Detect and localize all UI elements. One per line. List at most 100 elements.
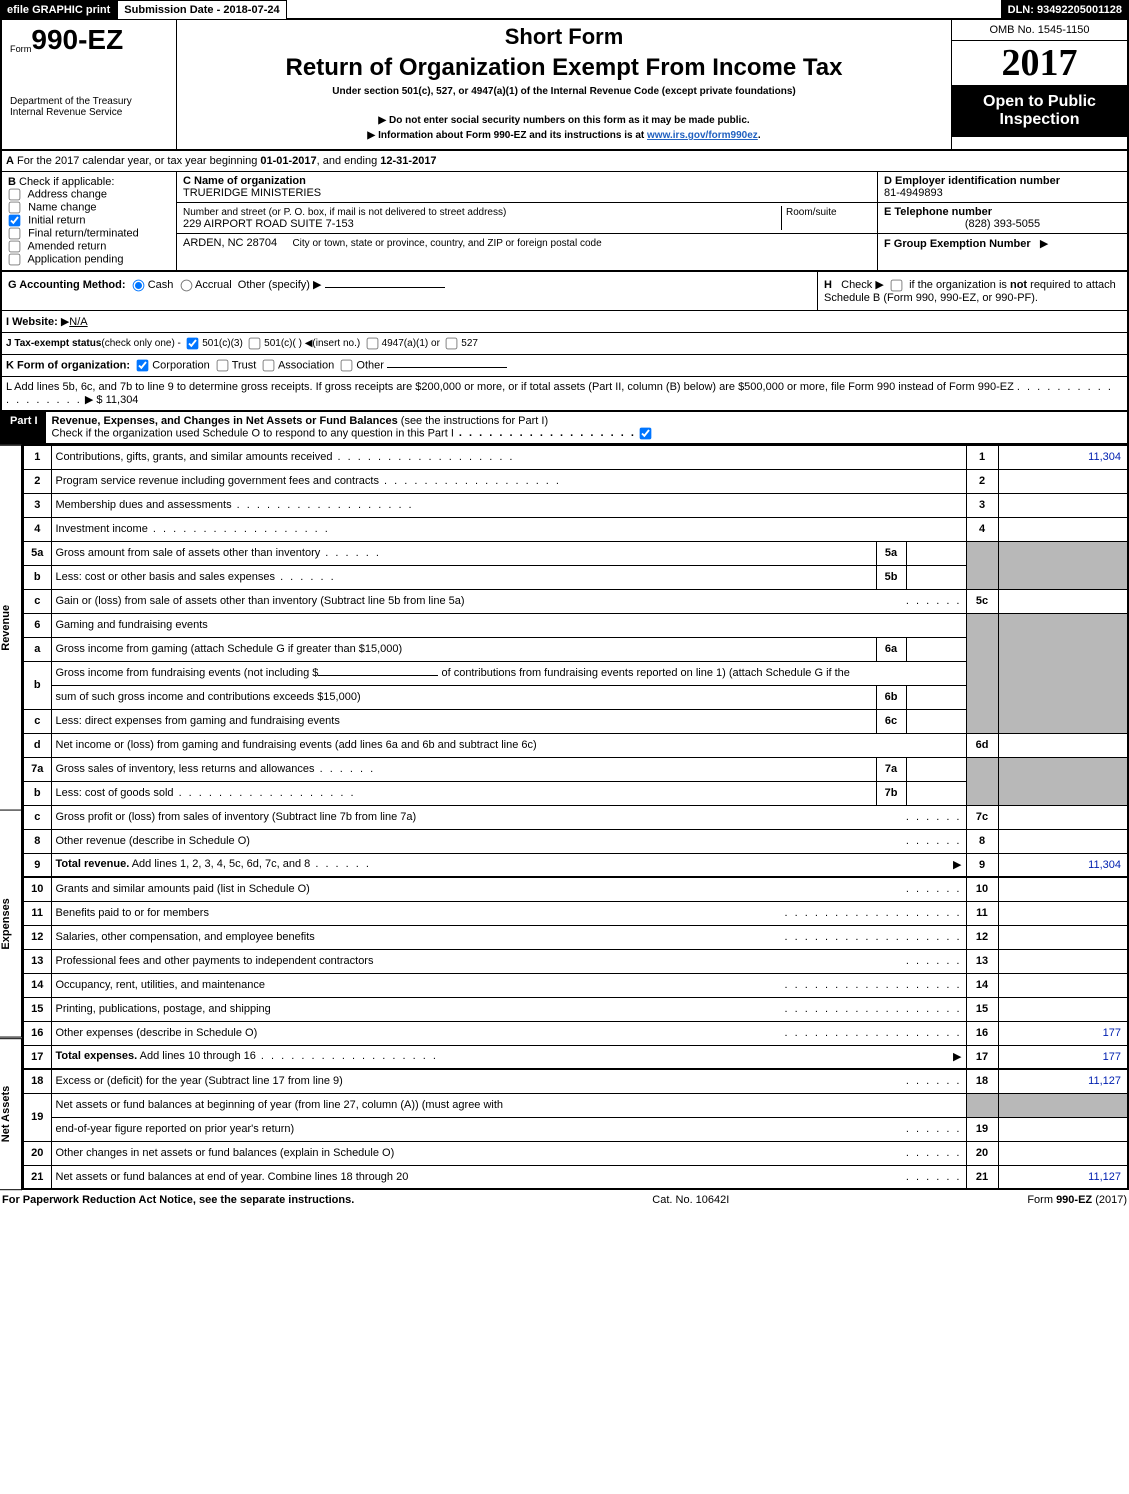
opt-501c3: 501(c)(3) — [202, 338, 243, 349]
chk-name-change[interactable] — [9, 202, 21, 214]
radio-cash[interactable] — [132, 279, 144, 291]
mini-val — [906, 637, 966, 661]
line-rnum: 14 — [966, 973, 998, 997]
table-row: 1Contributions, gifts, grants, and simil… — [23, 445, 1128, 469]
mini-val — [906, 565, 966, 589]
chk-application-pending[interactable] — [9, 254, 21, 266]
dots-icon — [256, 1050, 438, 1062]
chk-amended-return[interactable] — [9, 241, 21, 253]
warn-arrow-icon — [378, 115, 389, 126]
dots-icon — [310, 858, 371, 870]
dots-icon — [906, 835, 962, 847]
chk-corporation[interactable] — [137, 359, 149, 371]
line-i: I Website: ▶N/A — [0, 311, 1129, 333]
line-val — [998, 733, 1128, 757]
line-rnum: 12 — [966, 925, 998, 949]
topbar-spacer — [287, 0, 1001, 20]
submission-date: Submission Date - 2018-07-24 — [117, 0, 286, 20]
fundraising-amount-input[interactable] — [318, 675, 438, 676]
dots-icon — [906, 1171, 962, 1183]
dots-icon — [906, 1123, 962, 1135]
dots-icon — [320, 547, 381, 559]
line-num: 15 — [23, 997, 51, 1021]
line-rnum: 20 — [966, 1141, 998, 1165]
line-rnum: 1 — [966, 445, 998, 469]
line-a-text2: , and ending — [317, 155, 381, 167]
table-row: 9Total revenue. Add lines 1, 2, 3, 4, 5c… — [23, 853, 1128, 877]
line-desc: Less: cost or other basis and sales expe… — [56, 571, 276, 583]
opt-application-pending: Application pending — [27, 253, 123, 265]
line-desc: Other changes in net assets or fund bala… — [56, 1147, 395, 1159]
org-city: ARDEN, NC 28704 — [183, 237, 277, 249]
mini-label: 6c — [876, 709, 906, 733]
e-label: E Telephone number — [884, 206, 992, 218]
line-desc-bold: Total revenue. — [56, 858, 130, 870]
table-row: 3Membership dues and assessments3 — [23, 493, 1128, 517]
line-num: 20 — [23, 1141, 51, 1165]
line-rnum: 16 — [966, 1021, 998, 1045]
c-city-label: City or town, state or province, country… — [292, 238, 601, 249]
footer-form-a: Form — [1027, 1194, 1056, 1206]
line-val — [998, 805, 1128, 829]
form-prefix: Form — [10, 44, 31, 54]
room-suite-label: Room/suite — [786, 207, 837, 218]
table-row: bLess: cost of goods sold7b — [23, 781, 1128, 805]
table-row: cGain or (loss) from sale of assets othe… — [23, 589, 1128, 613]
chk-trust[interactable] — [216, 359, 228, 371]
opt-amended-return: Amended return — [27, 240, 106, 252]
shade-cell — [966, 541, 998, 589]
chk-4947[interactable] — [366, 337, 378, 349]
dots-icon — [232, 499, 414, 511]
l-amount: $ 11,304 — [96, 394, 138, 406]
chk-501c3[interactable] — [187, 337, 199, 349]
line-desc: Program service revenue including govern… — [56, 475, 379, 487]
line-val — [998, 901, 1128, 925]
other-specify-input[interactable] — [325, 287, 445, 288]
l-text: L Add lines 5b, 6c, and 7b to line 9 to … — [6, 381, 1014, 393]
line-rnum: 11 — [966, 901, 998, 925]
i-label: I Website: — [6, 316, 58, 328]
line-a-text: For the 2017 calendar year, or tax year … — [17, 155, 260, 167]
other-org-input[interactable] — [387, 367, 507, 368]
chk-527[interactable] — [446, 337, 458, 349]
chk-schedule-o[interactable] — [640, 427, 652, 439]
shade-cell — [998, 541, 1128, 589]
section-b-through-f: B Check if applicable: Address change Na… — [0, 172, 1129, 272]
chk-address-change[interactable] — [9, 189, 21, 201]
chk-schedule-b[interactable] — [891, 279, 903, 291]
chk-association[interactable] — [263, 359, 275, 371]
j-note: (check only one) - — [101, 338, 180, 349]
shade-cell — [966, 757, 998, 805]
website-value: N/A — [69, 316, 87, 328]
j-label: J Tax-exempt status — [6, 338, 101, 349]
radio-accrual[interactable] — [180, 279, 192, 291]
irs-link[interactable]: www.irs.gov/form990ez — [647, 130, 758, 141]
chk-initial-return[interactable] — [9, 215, 21, 227]
line-num: 16 — [23, 1021, 51, 1045]
c-name-label: C Name of organization — [183, 175, 306, 187]
dln: DLN: 93492205001128 — [1001, 0, 1129, 20]
table-row: bGross income from fundraising events (n… — [23, 661, 1128, 685]
f-label: F Group Exemption Number — [884, 238, 1031, 250]
org-name: TRUERIDGE MINISTERIES — [183, 187, 321, 199]
line-val: 177 — [998, 1021, 1128, 1045]
line-rnum: 5c — [966, 589, 998, 613]
line-val — [998, 877, 1128, 901]
table-row: 17Total expenses. Add lines 10 through 1… — [23, 1045, 1128, 1069]
chk-final-return[interactable] — [9, 228, 21, 240]
chk-501c[interactable] — [249, 337, 261, 349]
line-num: 17 — [23, 1045, 51, 1069]
line-j: J Tax-exempt status(check only one) - 50… — [0, 333, 1129, 355]
info-text: Information about Form 990-EZ and its in… — [378, 130, 647, 141]
efile-print-label[interactable]: efile GRAPHIC print — [0, 0, 117, 20]
table-row: cGross profit or (loss) from sales of in… — [23, 805, 1128, 829]
chk-other-org[interactable] — [341, 359, 353, 371]
line-num: 10 — [23, 877, 51, 901]
line-num: c — [23, 709, 51, 733]
line-desc: Less: direct expenses from gaming and fu… — [51, 709, 876, 733]
line-desc: Investment income — [56, 523, 148, 535]
line-rnum: 8 — [966, 829, 998, 853]
phone-value: (828) 393-5055 — [884, 218, 1121, 230]
mini-val — [906, 709, 966, 733]
part1-table-wrap: Revenue Expenses Net Assets 1Contributio… — [0, 445, 1129, 1191]
